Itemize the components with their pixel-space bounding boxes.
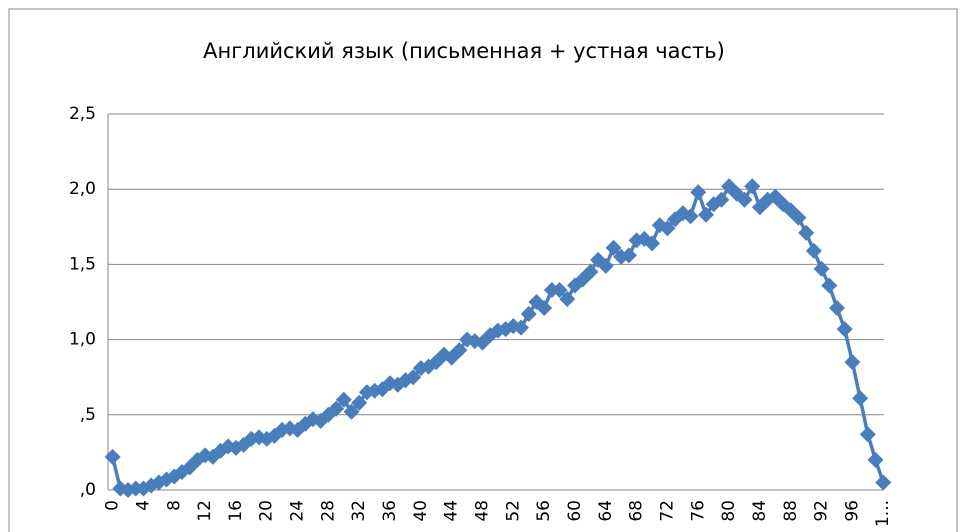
marker — [790, 209, 807, 226]
y-tick-label: 1,0 — [69, 330, 96, 350]
marker — [597, 257, 614, 274]
x-tick-label: 68 — [627, 500, 647, 522]
x-tick-label: 28 — [318, 500, 338, 522]
marker — [513, 319, 530, 336]
x-tick-label: 4 — [133, 500, 153, 511]
marker — [520, 306, 537, 323]
marker — [821, 277, 838, 294]
marker — [852, 390, 869, 407]
y-tick-label: 2,0 — [69, 179, 96, 199]
marker — [343, 403, 360, 420]
marker — [582, 263, 599, 280]
x-tick-label: 12 — [195, 500, 215, 522]
marker — [859, 426, 876, 443]
x-tick-label: 80 — [719, 500, 739, 522]
x-tick-label: 60 — [565, 500, 585, 522]
marker — [744, 178, 761, 195]
marker — [690, 184, 707, 201]
x-tick-label: 84 — [750, 500, 770, 522]
x-tick-label: 8 — [164, 500, 184, 511]
x-tick-label: 36 — [380, 500, 400, 522]
marker — [335, 391, 352, 408]
x-tick-label: 52 — [503, 500, 523, 522]
marker — [559, 290, 576, 307]
marker — [875, 474, 892, 491]
marker — [813, 260, 830, 277]
chart-title: Английский язык (письменная + устная час… — [203, 39, 725, 63]
marker — [828, 300, 845, 317]
x-tick-label: 48 — [473, 500, 493, 522]
x-tick-label: 1... — [873, 500, 893, 527]
x-tick-label: 56 — [534, 500, 554, 522]
marker — [805, 242, 822, 259]
marker — [659, 220, 676, 237]
marker — [644, 235, 661, 252]
marker — [112, 480, 129, 497]
y-tick-label: ,0 — [80, 480, 96, 500]
marker — [844, 354, 861, 371]
x-tick-label: 40 — [411, 500, 431, 522]
marker — [536, 300, 553, 317]
marker — [713, 191, 730, 208]
x-tick-label: 0 — [103, 500, 123, 511]
x-tick-label: 72 — [657, 500, 677, 522]
x-tick-label: 24 — [288, 500, 308, 522]
x-tick-label: 64 — [596, 500, 616, 522]
marker — [697, 206, 714, 223]
marker — [605, 239, 622, 256]
y-tick-label: 1,5 — [69, 254, 96, 274]
x-tick-label: 16 — [226, 500, 246, 522]
x-tick-label: 76 — [688, 500, 708, 522]
x-tick-label: 20 — [257, 500, 277, 522]
marker — [867, 451, 884, 468]
marker — [351, 394, 368, 411]
x-tick-label: 32 — [349, 500, 369, 522]
marker — [836, 321, 853, 338]
y-tick-label: ,5 — [80, 405, 96, 425]
marker — [551, 281, 568, 298]
marker — [104, 448, 121, 465]
marker — [328, 400, 345, 417]
marker — [798, 224, 815, 241]
x-tick-label: 96 — [842, 500, 862, 522]
marker — [682, 208, 699, 225]
marker — [736, 191, 753, 208]
x-tick-label: 88 — [781, 500, 801, 522]
marker — [405, 369, 422, 386]
x-tick-label: 92 — [812, 500, 832, 522]
y-tick-label: 2,5 — [69, 104, 96, 124]
marker — [451, 342, 468, 359]
marker — [620, 247, 637, 264]
x-tick-label: 44 — [442, 500, 462, 522]
chart-frame — [8, 8, 958, 532]
